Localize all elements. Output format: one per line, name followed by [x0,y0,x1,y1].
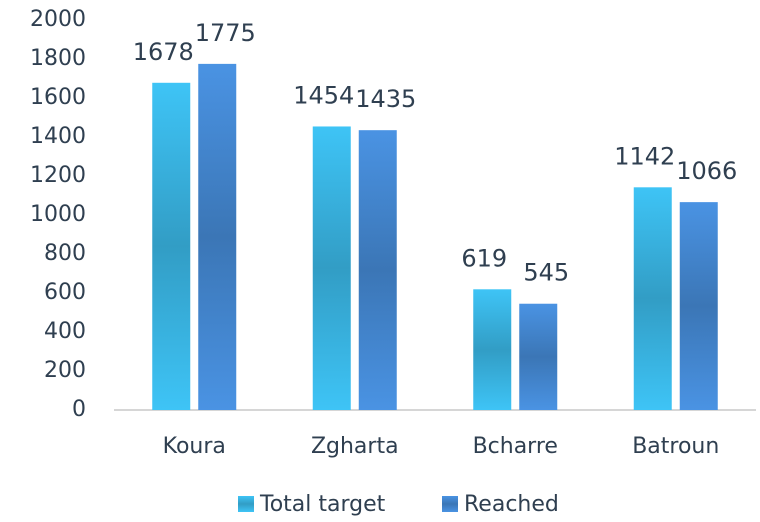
legend-label: Reached [464,492,559,517]
value-label: 1435 [355,85,416,113]
bar [198,63,237,410]
legend-swatch [442,496,458,512]
y-tick-label: 1800 [30,46,86,71]
value-label: 1142 [614,142,675,170]
x-tick-label: Koura [163,434,226,459]
bar [679,202,718,410]
value-label: 545 [523,259,569,287]
y-tick-label: 1200 [30,163,86,188]
y-tick-label: 1400 [30,124,86,149]
y-tick-label: 800 [44,241,86,266]
y-tick-label: 600 [44,280,86,305]
value-label: 1454 [293,81,354,109]
x-tick-label: Bcharre [473,434,558,459]
value-label: 1066 [676,157,737,185]
bar [312,126,351,410]
x-tick-label: Zgharta [311,434,399,459]
y-tick-label: 0 [72,397,86,422]
y-tick-label: 1600 [30,85,86,110]
value-label: 1775 [195,19,256,47]
bar [473,289,512,410]
y-tick-label: 2000 [30,7,86,32]
y-tick-label: 400 [44,319,86,344]
legend-label: Total target [259,492,386,517]
legend-swatch [238,496,254,512]
bar [152,82,191,410]
bar [519,303,558,410]
value-label: 1678 [133,38,194,66]
bar [358,130,397,411]
bar [633,187,672,410]
value-label: 619 [461,244,507,272]
x-tick-label: Batroun [632,434,719,459]
y-tick-label: 1000 [30,202,86,227]
y-tick-label: 200 [44,358,86,383]
